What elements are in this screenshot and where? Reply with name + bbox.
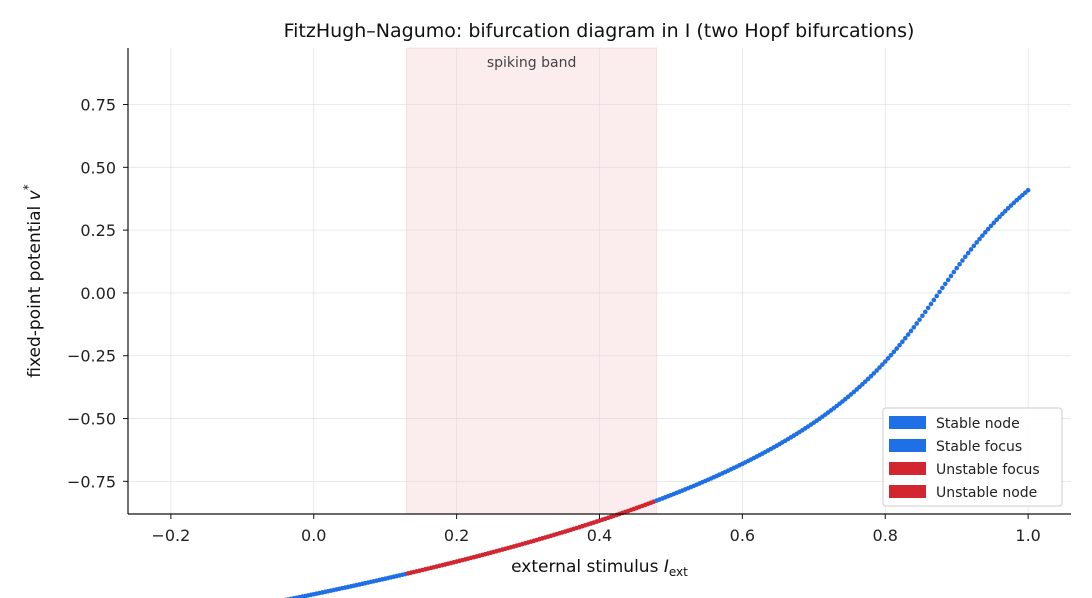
stable-point bbox=[948, 273, 954, 279]
stable-point bbox=[882, 359, 888, 364]
stable-point bbox=[905, 332, 911, 337]
y-axis-title: fixed-point potential v* bbox=[21, 184, 45, 377]
stable-point bbox=[865, 376, 871, 382]
stable-point bbox=[880, 362, 885, 367]
stable-point bbox=[954, 265, 959, 271]
stable-point bbox=[940, 285, 945, 291]
stable-point bbox=[928, 301, 934, 307]
stable-point bbox=[888, 352, 894, 358]
stable-point bbox=[965, 250, 971, 256]
stable-point bbox=[988, 223, 994, 229]
stable-point bbox=[991, 220, 997, 226]
stable-point bbox=[1025, 187, 1031, 193]
x-tick-label: 0.2 bbox=[444, 526, 469, 545]
legend-label: Stable focus bbox=[936, 439, 1022, 455]
stable-point bbox=[1005, 205, 1011, 211]
stable-point bbox=[902, 335, 908, 341]
stable-point bbox=[985, 226, 991, 232]
stable-point bbox=[980, 233, 985, 238]
stable-point bbox=[960, 258, 965, 263]
stable-point bbox=[911, 324, 917, 330]
stable-point bbox=[942, 281, 948, 287]
stable-point bbox=[868, 373, 874, 379]
stable-point bbox=[951, 269, 957, 275]
stable-point bbox=[874, 368, 879, 373]
stable-point bbox=[997, 214, 1002, 220]
legend-swatch bbox=[889, 439, 926, 452]
stable-point bbox=[922, 309, 928, 315]
stable-point bbox=[937, 289, 942, 295]
y-tick-label: −0.50 bbox=[67, 410, 116, 429]
legend-swatch bbox=[889, 416, 926, 429]
stable-point bbox=[1000, 211, 1005, 217]
y-tick-label: 0.50 bbox=[80, 158, 116, 177]
x-tick-label: 0.6 bbox=[730, 526, 755, 545]
stable-point bbox=[917, 317, 922, 322]
x-axis-title: external stimulus Iext bbox=[511, 557, 688, 579]
legend-label: Unstable node bbox=[936, 485, 1037, 501]
stable-point bbox=[934, 293, 939, 299]
legend-label: Unstable focus bbox=[936, 462, 1040, 478]
stable-point bbox=[914, 321, 919, 326]
stable-point bbox=[962, 254, 968, 260]
stable-point bbox=[1002, 208, 1008, 214]
legend-box bbox=[882, 407, 1063, 507]
stable-point bbox=[971, 243, 977, 249]
stable-point bbox=[885, 356, 891, 361]
stable-point bbox=[994, 217, 1000, 223]
stable-point bbox=[945, 277, 951, 283]
stable-point bbox=[897, 342, 902, 348]
x-tick-label: 0.4 bbox=[587, 526, 612, 545]
spiking-band bbox=[406, 47, 658, 515]
stable-point bbox=[925, 305, 931, 311]
x-tick-label: 1.0 bbox=[1015, 526, 1040, 545]
stable-point bbox=[871, 371, 877, 376]
x-tick-label: 0.8 bbox=[873, 526, 898, 545]
stable-point bbox=[908, 328, 914, 334]
stable-point bbox=[968, 247, 974, 252]
stable-point bbox=[920, 313, 925, 319]
spiking-band-label: spiking band bbox=[487, 55, 577, 71]
stable-point bbox=[982, 230, 988, 235]
stable-point bbox=[931, 297, 937, 303]
stable-point bbox=[877, 365, 882, 370]
y-tick-label: −0.25 bbox=[67, 347, 116, 366]
y-tick-label: 0.75 bbox=[80, 96, 116, 115]
y-tick-label: 0.25 bbox=[80, 221, 116, 240]
stable-point bbox=[891, 349, 897, 355]
stable-point bbox=[900, 339, 905, 345]
legend-label: Stable node bbox=[936, 416, 1020, 432]
y-tick-label: 0.00 bbox=[80, 284, 116, 303]
stable-point bbox=[974, 240, 979, 245]
stable-point bbox=[957, 261, 962, 267]
x-tick-label: −0.2 bbox=[151, 526, 190, 545]
legend-swatch bbox=[889, 462, 926, 475]
chart-title: FitzHugh–Nagumo: bifurcation diagram in … bbox=[284, 20, 915, 42]
stable-point bbox=[894, 346, 899, 351]
y-tick-label: −0.75 bbox=[67, 472, 116, 491]
x-tick-label: 0.0 bbox=[301, 526, 326, 545]
stable-point bbox=[977, 236, 982, 242]
plot-area: spiking band −0.2 0.0 0.2 0.4 0.6 0.8 1.0 −0.75 −… bbox=[21, 47, 1071, 598]
legend-swatch bbox=[889, 485, 926, 498]
stable-point bbox=[862, 379, 868, 384]
